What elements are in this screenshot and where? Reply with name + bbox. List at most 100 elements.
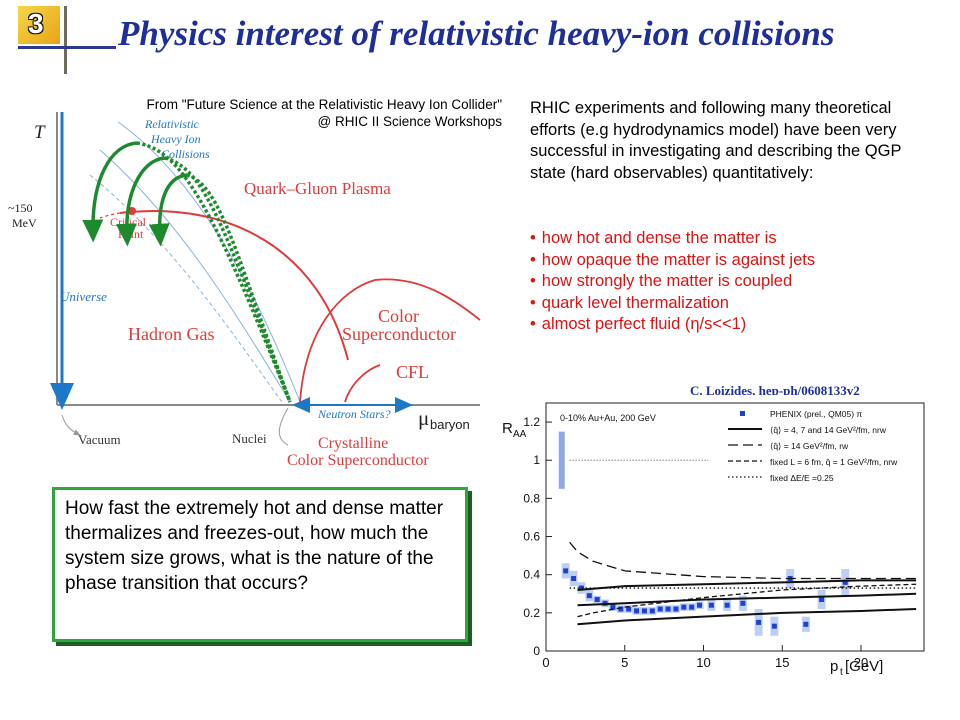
x-axis-label: p: [830, 658, 838, 675]
x-tick-label: 20: [854, 655, 868, 670]
data-point: [665, 606, 671, 612]
y-tick-label: 0.8: [523, 491, 540, 505]
data-point: [586, 593, 592, 599]
rhic-trajectory-1: [117, 121, 301, 403]
raa-chart: R AA p t [GeV] 0-10% Au+Au, 200 GeV 0 5 10…: [490, 395, 950, 685]
reference-error-box: [558, 431, 565, 489]
rhic-trajectory-2: [99, 149, 291, 403]
rhic-label-2: Heavy Ion: [150, 132, 201, 146]
rhic-label-3: Collisions: [161, 147, 210, 161]
temperature-mark: ~150: [8, 201, 33, 215]
model-curve: [577, 608, 917, 626]
phase-diagram: T ~150 MeV μ baryon Universe Relativisti…: [8, 112, 481, 469]
color-superconductor-label-1: Color: [378, 306, 419, 326]
crystalline-label-2: Color Superconductor: [287, 452, 429, 469]
source-credit-line-2: @ RHIC II Science Workshops: [317, 114, 502, 129]
x-tick-label: 0: [542, 655, 549, 670]
y-tick-label: 0.2: [523, 606, 540, 620]
cfl-boundary: [344, 364, 381, 403]
crystalline-label-1: Crystalline: [318, 435, 388, 452]
critical-point-marker: [128, 207, 136, 215]
hadron-gas-label: Hadron Gas: [128, 324, 214, 344]
legend-label: fixed ΔE/E =0.25: [770, 473, 834, 483]
source-credit-line-1: From "Future Science at the Relativistic…: [146, 97, 502, 112]
series-group: [558, 431, 917, 636]
nuclei-pointer: [278, 407, 289, 446]
freezeout-arrow-3: [148, 173, 188, 247]
data-point: [578, 585, 584, 591]
question-box: How fast the extremely hot and dense mat…: [52, 487, 468, 642]
y-axis-label-subscript: AA: [513, 429, 527, 440]
legend-label: ⟨q̂⟩ = 4, 7 and 14 GeV²/fm, nrw: [770, 425, 887, 435]
rhic-trajectory-3: [89, 174, 283, 403]
model-curve: [569, 541, 917, 580]
neutron-stars-label: Neutron Stars?: [317, 407, 391, 421]
slide-title: Physics interest of relativistic heavy-i…: [118, 14, 835, 53]
data-point: [626, 606, 632, 612]
data-point: [618, 606, 624, 612]
freezeout-arrow-2: [115, 156, 166, 247]
source-credit: From "Future Science at the Relativistic…: [70, 96, 502, 130]
critical-point-label-2: Point: [118, 227, 144, 241]
data-point: [563, 568, 569, 574]
data-point: [771, 623, 777, 629]
y-axis-label: R: [502, 420, 513, 437]
badge-square: [18, 6, 60, 44]
data-point: [673, 606, 679, 612]
y-tick-label: 1.2: [523, 415, 540, 429]
intro-text: RHIC experiments and following many theo…: [530, 99, 902, 182]
vacuum-label: Vacuum: [78, 432, 121, 447]
data-point: [740, 600, 746, 606]
universe-label: Universe: [60, 289, 107, 304]
legend-label: fixed L = 6 fm, q̂ = 1 GeV²/fm, nrw: [770, 457, 898, 467]
data-point: [697, 602, 703, 608]
mu-axis-label: μ: [418, 406, 429, 430]
legend-marker: [740, 411, 745, 416]
x-tick-label: 15: [775, 655, 789, 670]
cfl-label: CFL: [396, 362, 429, 382]
data-point: [842, 579, 848, 585]
freezeout-arrow-1: [82, 141, 138, 243]
data-point: [708, 602, 714, 608]
y-tick-label: 0.4: [523, 568, 540, 582]
nuclei-label: Nuclei: [232, 431, 267, 446]
qgp-label: Quark–Gluon Plasma: [244, 179, 391, 198]
y-tick-label: 0.6: [523, 530, 540, 544]
temperature-unit: MeV: [12, 216, 37, 230]
centrality-label: 0-10% Au+Au, 200 GeV: [560, 413, 656, 423]
color-superconductor-label-2: Superconductor: [342, 324, 456, 344]
x-axis-label-subscript: t: [840, 667, 843, 678]
cooling-path-dotted-3: [186, 173, 292, 403]
model-curve: [577, 592, 917, 607]
legend-label: ⟨q̂⟩ = 14 GeV²/fm, rw: [770, 441, 849, 451]
rhic-label-1: Relativistic: [144, 117, 200, 131]
model-curve: [577, 579, 917, 591]
data-point: [724, 602, 730, 608]
data-point: [819, 596, 825, 602]
x-tick-label: 5: [621, 655, 628, 670]
data-point: [571, 576, 577, 582]
data-point: [634, 608, 640, 614]
bullet-list: how hot and dense the matter is how opaq…: [530, 228, 950, 336]
cooling-path-dotted-1: [136, 141, 292, 403]
slide-number-badge: 3: [18, 6, 116, 74]
bullet-item: how opaque the matter is against jets: [530, 250, 950, 272]
data-point: [689, 604, 695, 610]
data-point: [803, 621, 809, 627]
model-curve: [577, 583, 917, 618]
chart-legend: PHENIX (prel., QM05) π ⟨q̂⟩ = 4, 7 and 14…: [728, 409, 898, 483]
x-tick-label: 10: [696, 655, 710, 670]
bullet-item: quark level thermalization: [530, 293, 950, 315]
bullet-item: how strongly the matter is coupled: [530, 271, 950, 293]
data-point: [649, 608, 655, 614]
bullet-item: how hot and dense the matter is: [530, 228, 950, 250]
plot-frame: [545, 402, 925, 652]
t-axis-label: T: [34, 122, 46, 143]
mu-axis-subscript: baryon: [430, 417, 470, 432]
chart-background: [490, 395, 950, 685]
slide-number: 3: [28, 8, 44, 39]
y-tick-label: 0: [533, 644, 540, 658]
chart-credit: C. Loizides, hep-ph/0608133v2: [690, 383, 860, 398]
x-axis-unit: [GeV]: [845, 658, 883, 675]
legend-label: PHENIX (prel., QM05) π: [770, 409, 862, 419]
